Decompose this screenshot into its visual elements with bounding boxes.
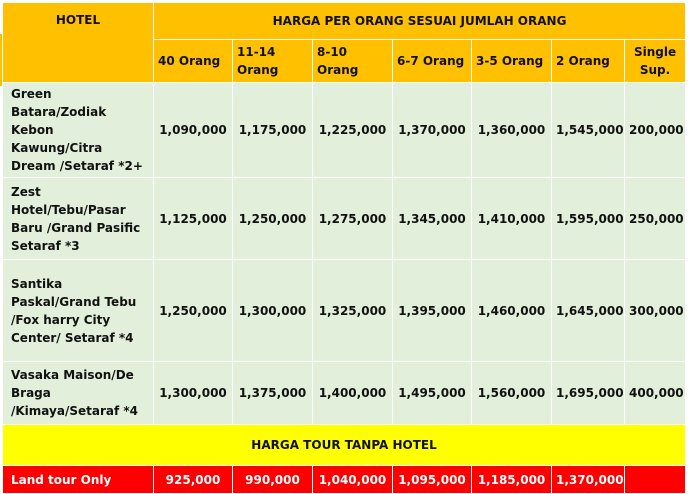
price-cell: 1,410,000 (471, 177, 552, 260)
price-cell: 1,460,000 (471, 259, 552, 362)
tour-tanpa-hotel-row: HARGA TOUR TANPA HOTEL (1, 424, 687, 466)
hotel-name-cell: Vasaka Maison/De Braga /Kimaya/Setaraf *… (2, 361, 154, 425)
price-cell: 1,360,000 (471, 82, 552, 178)
land-tour-label: Land tour Only (2, 465, 154, 494)
table-row: Santika Paskal/Grand Tebu /Fox harry Cit… (2, 259, 687, 362)
column-header-3-5-orang: 3-5 Orang (471, 39, 552, 83)
price-cell: 1,495,000 (392, 361, 472, 425)
hotel-name-cell: Green Batara/Zodiak Kebon Kawung/Citra D… (2, 82, 154, 178)
tour-tanpa-hotel-banner: HARGA TOUR TANPA HOTEL (1, 424, 687, 466)
price-cell: 1,175,000 (232, 82, 313, 178)
land-tour-row: Land tour Only 925,000 990,000 1,040,000… (2, 465, 687, 494)
price-cell: 1,400,000 (312, 361, 393, 425)
land-tour-price-cell: 990,000 (232, 465, 313, 494)
single-sup-header: Single Sup. (623, 39, 687, 83)
column-header-2-orang: 2 Orang (551, 39, 625, 83)
price-cell: 1,645,000 (551, 259, 625, 362)
price-cell: 1,375,000 (232, 361, 313, 425)
left-edge-mark (0, 34, 3, 86)
price-cell: 1,275,000 (312, 177, 393, 260)
price-cell: 1,300,000 (153, 361, 233, 425)
price-cell: 1,090,000 (153, 82, 233, 178)
price-cell: 1,545,000 (551, 82, 625, 178)
land-tour-price-cell: 1,370,000 (551, 465, 625, 494)
price-cell: 1,125,000 (153, 177, 233, 260)
price-cell: 1,595,000 (551, 177, 625, 260)
land-tour-price-cell: 925,000 (153, 465, 233, 494)
price-cell: 1,370,000 (392, 82, 472, 178)
single-sup-cell: 250,000 (623, 177, 687, 260)
price-cell: 1,695,000 (551, 361, 625, 425)
price-cell: 1,250,000 (153, 259, 233, 362)
single-sup-cell: 300,000 (623, 259, 687, 362)
price-cell: 1,325,000 (312, 259, 393, 362)
price-cell: 1,345,000 (392, 177, 472, 260)
hotel-name-cell: Santika Paskal/Grand Tebu /Fox harry Cit… (2, 259, 154, 362)
single-sup-cell: 400,000 (623, 361, 687, 425)
land-tour-price-cell: 1,040,000 (312, 465, 393, 494)
table-row: Vasaka Maison/De Braga /Kimaya/Setaraf *… (2, 361, 687, 425)
land-tour-price-cell: 1,095,000 (392, 465, 472, 494)
column-header-40-orang: 40 Orang (153, 39, 233, 83)
price-cell: 1,250,000 (232, 177, 313, 260)
price-cell: 1,395,000 (392, 259, 472, 362)
hotel-name-cell: Zest Hotel/Tebu/Pasar Baru /Grand Pasifi… (2, 177, 154, 260)
land-tour-price-cell: 1,185,000 (471, 465, 552, 494)
land-tour-single-cell (623, 465, 687, 494)
price-cell: 1,300,000 (232, 259, 313, 362)
column-header-11-14-orang: 11-14 Orang (232, 39, 313, 83)
hotel-column-header: HOTEL (2, 2, 154, 83)
column-header-8-10-orang: 8-10 Orang (312, 39, 393, 83)
table-row: Green Batara/Zodiak Kebon Kawung/Citra D… (2, 82, 687, 178)
column-header-6-7-orang: 6-7 Orang (392, 39, 472, 83)
table-row: Zest Hotel/Tebu/Pasar Baru /Grand Pasifi… (2, 177, 687, 260)
harga-per-orang-header: HARGA PER ORANG SESUAI JUMLAH ORANG (152, 2, 687, 40)
price-cell: 1,560,000 (471, 361, 552, 425)
single-sup-cell: 200,000 (623, 82, 687, 178)
price-cell: 1,225,000 (312, 82, 393, 178)
